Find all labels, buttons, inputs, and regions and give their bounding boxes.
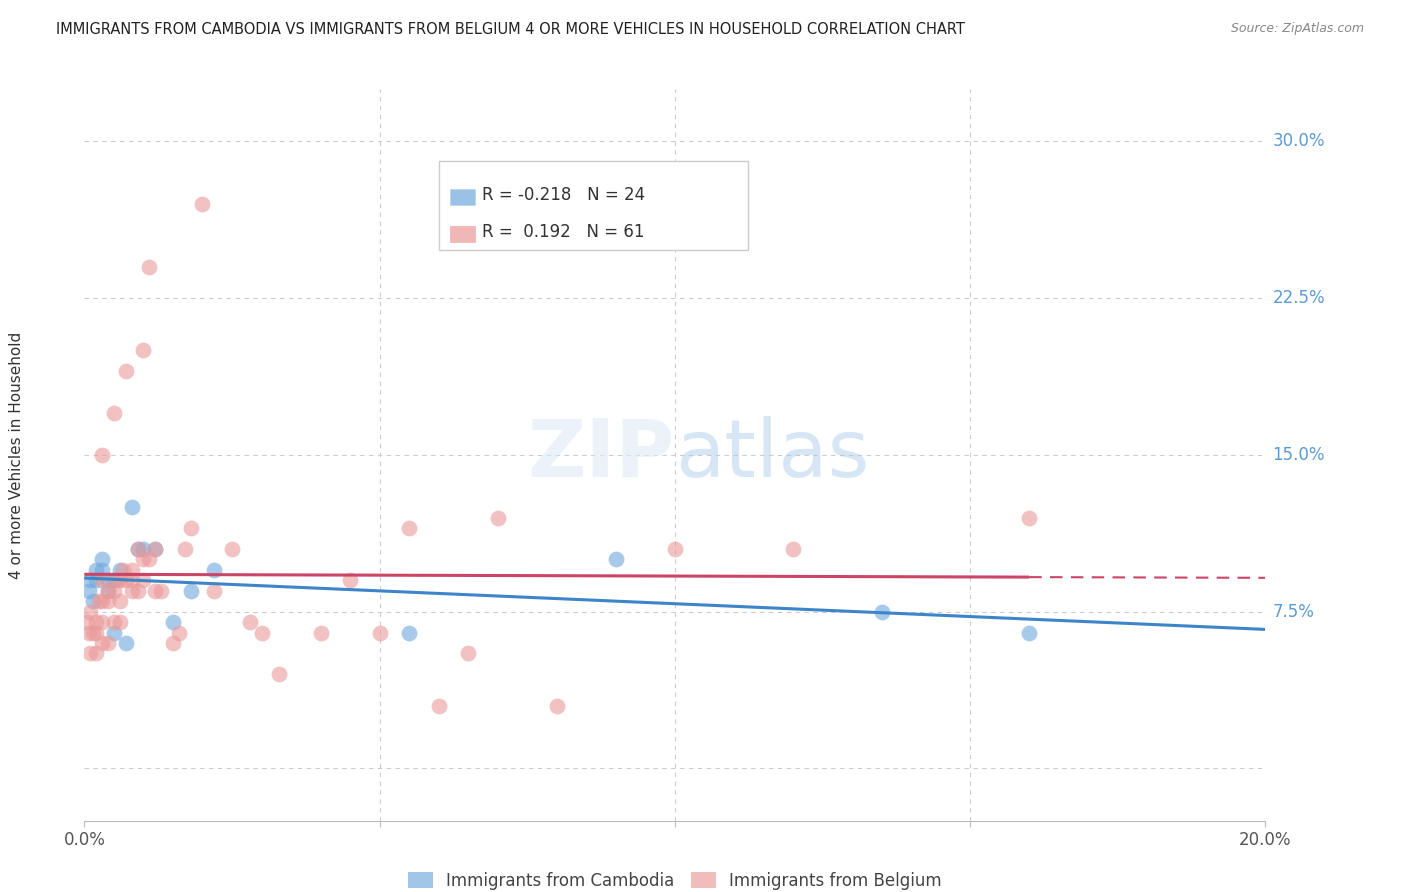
Point [398, 521, 420, 535]
Text: 30.0%: 30.0% [1272, 132, 1324, 151]
Point [76, 615, 98, 629]
Point [127, 583, 149, 598]
Point [82, 594, 104, 608]
Point [97, 583, 120, 598]
Point [103, 583, 125, 598]
Point [91, 636, 114, 650]
Point [427, 698, 450, 713]
Text: R = -0.218   N = 24: R = -0.218 N = 24 [482, 186, 645, 203]
Point [143, 541, 166, 556]
Point [782, 541, 804, 556]
Point [114, 636, 136, 650]
Point [250, 625, 273, 640]
Point [103, 625, 125, 640]
Point [121, 500, 143, 515]
Point [132, 574, 155, 588]
Point [91, 574, 114, 588]
Point [84, 574, 107, 588]
Point [79, 605, 101, 619]
Point [108, 615, 131, 629]
Point [309, 625, 332, 640]
Point [105, 574, 128, 588]
Point [114, 574, 136, 588]
Point [191, 197, 214, 211]
Point [546, 698, 568, 713]
Point [127, 541, 149, 556]
Point [138, 260, 160, 274]
Point [150, 583, 173, 598]
Point [486, 510, 509, 524]
Point [143, 541, 166, 556]
Point [132, 552, 155, 566]
Point [870, 605, 893, 619]
Point [114, 364, 136, 378]
Point [91, 448, 114, 462]
Point [202, 563, 225, 577]
Point [84, 625, 107, 640]
Point [103, 615, 125, 629]
Point [97, 636, 120, 650]
Point [91, 552, 114, 566]
Point [339, 574, 361, 588]
Point [97, 574, 120, 588]
Point [162, 636, 184, 650]
Point [664, 541, 686, 556]
Point [108, 574, 131, 588]
Point [79, 647, 101, 661]
Point [82, 625, 104, 640]
Point [108, 594, 131, 608]
Point [1018, 510, 1040, 524]
Point [87, 594, 111, 608]
Point [132, 343, 155, 358]
Point [1018, 625, 1040, 640]
Point [239, 615, 262, 629]
Point [77, 583, 100, 598]
Point [97, 594, 120, 608]
Point [91, 594, 114, 608]
Text: IMMIGRANTS FROM CAMBODIA VS IMMIGRANTS FROM BELGIUM 4 OR MORE VEHICLES IN HOUSEH: IMMIGRANTS FROM CAMBODIA VS IMMIGRANTS F… [56, 22, 965, 37]
Point [398, 625, 420, 640]
Point [108, 563, 131, 577]
Text: R =  0.192   N = 61: R = 0.192 N = 61 [482, 223, 645, 241]
Point [91, 563, 114, 577]
Point [138, 552, 160, 566]
Point [180, 521, 202, 535]
Point [103, 406, 125, 420]
Text: 15.0%: 15.0% [1272, 446, 1324, 464]
Point [132, 541, 155, 556]
Point [368, 625, 391, 640]
Point [121, 563, 143, 577]
Point [84, 647, 107, 661]
Point [269, 667, 291, 681]
Point [97, 583, 120, 598]
Text: 7.5%: 7.5% [1272, 603, 1315, 621]
Text: atlas: atlas [675, 416, 869, 494]
Point [173, 541, 195, 556]
Point [221, 541, 243, 556]
Point [79, 574, 101, 588]
Text: Source: ZipAtlas.com: Source: ZipAtlas.com [1230, 22, 1364, 36]
Point [605, 552, 627, 566]
Point [84, 563, 107, 577]
Point [180, 583, 202, 598]
Point [121, 574, 143, 588]
Text: 22.5%: 22.5% [1272, 289, 1324, 307]
Point [143, 583, 166, 598]
Point [84, 615, 107, 629]
Point [167, 625, 190, 640]
Point [77, 625, 100, 640]
Text: ZIP: ZIP [527, 416, 675, 494]
Point [457, 647, 479, 661]
Point [111, 563, 134, 577]
Point [121, 583, 143, 598]
Point [103, 574, 125, 588]
Text: 4 or more Vehicles in Household: 4 or more Vehicles in Household [10, 331, 24, 579]
Point [162, 615, 184, 629]
Point [91, 615, 114, 629]
Point [127, 541, 149, 556]
Point [202, 583, 225, 598]
Legend: Immigrants from Cambodia, Immigrants from Belgium: Immigrants from Cambodia, Immigrants fro… [401, 865, 949, 892]
